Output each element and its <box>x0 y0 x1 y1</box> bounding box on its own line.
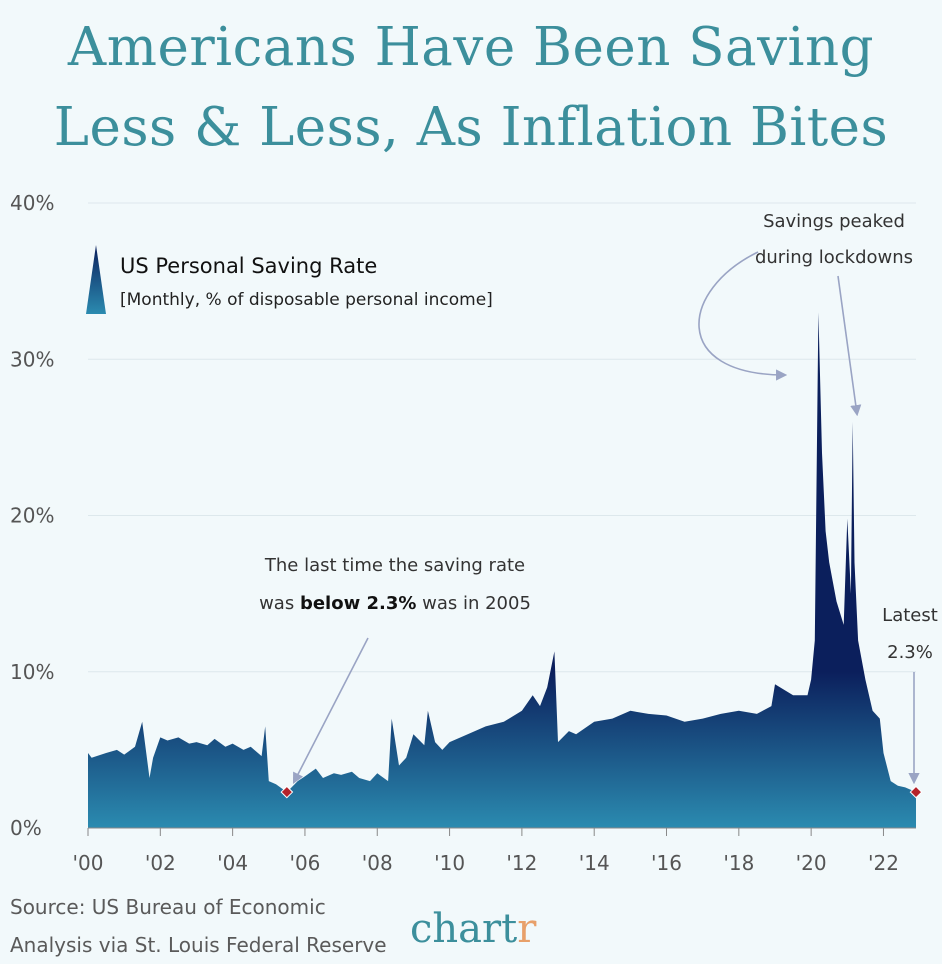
y-tick-labels: 0% 10% 20% 30% 40% <box>10 191 54 840</box>
saving-rate-area <box>88 312 916 828</box>
x-tick-label: '20 <box>796 851 827 875</box>
brand-logo-text: chart <box>410 906 518 952</box>
brand-logo: chartr <box>410 906 536 952</box>
x-tick-label: '14 <box>579 851 610 875</box>
x-tick-label: '10 <box>434 851 465 875</box>
brand-logo-r: r <box>517 906 537 952</box>
legend-series-name: US Personal Saving Rate <box>120 254 377 278</box>
source-note: Source: US Bureau of Economic Analysis v… <box>10 888 387 964</box>
x-tick-label: '04 <box>217 851 248 875</box>
title-line-2: Less & Less, As Inflation Bites <box>53 96 889 158</box>
peak-annotation-line2: during lockdowns <box>755 247 913 268</box>
x-tick-label: '12 <box>506 851 537 875</box>
source-line-1: Source: US Bureau of Economic <box>10 895 326 919</box>
last-time-annotation: The last time the saving rate was below … <box>259 555 531 799</box>
gridlines <box>88 202 916 673</box>
legend-subtitle: [Monthly, % of disposable personal incom… <box>120 290 493 310</box>
peak-arrow-1 <box>698 251 788 381</box>
peak-arrow-2 <box>837 275 862 417</box>
last-time-line2-b: below 2.3% <box>300 593 416 614</box>
last-time-line2-c: was in 2005 <box>416 593 531 614</box>
latest-annotation: Latest 2.3% <box>882 605 938 799</box>
y-tick-label: 20% <box>10 504 54 528</box>
y-tick-label: 0% <box>10 816 42 840</box>
y-tick-label: 30% <box>10 347 54 371</box>
x-tick-label: '18 <box>723 851 754 875</box>
marker-latest <box>909 785 923 799</box>
x-tick-labels: '00 '02 '04 '06 '08 '10 '12 '14 '16 '18 '20 '22 <box>73 827 916 875</box>
peak-annotation-line1: Savings peaked <box>763 211 905 232</box>
legend-swatch-icon <box>86 245 106 314</box>
x-tick-label: '22 <box>868 851 899 875</box>
last-time-line1: The last time the saving rate <box>264 555 525 576</box>
latest-value: 2.3% <box>887 642 933 663</box>
marker-2005 <box>280 785 294 799</box>
x-tick-label: '08 <box>362 851 393 875</box>
x-tick-label: '02 <box>145 851 176 875</box>
x-tick-label: '06 <box>289 851 320 875</box>
last-time-line2-a: was <box>259 593 300 614</box>
x-tick-label: '16 <box>651 851 682 875</box>
x-tick-label: '00 <box>73 851 104 875</box>
peak-annotation: Savings peaked during lockdowns <box>698 211 913 417</box>
legend: US Personal Saving Rate [Monthly, % of d… <box>86 245 493 314</box>
chart-title: Americans Have Been Saving Less & Less, … <box>0 8 942 167</box>
last-time-arrow <box>292 637 369 784</box>
last-time-line2: was below 2.3% was in 2005 <box>259 593 531 614</box>
y-tick-label: 40% <box>10 191 54 215</box>
latest-label: Latest <box>882 605 938 626</box>
title-line-1: Americans Have Been Saving <box>67 17 875 78</box>
source-line-2: Analysis via St. Louis Federal Reserve <box>10 933 387 957</box>
y-tick-label: 10% <box>10 660 54 684</box>
